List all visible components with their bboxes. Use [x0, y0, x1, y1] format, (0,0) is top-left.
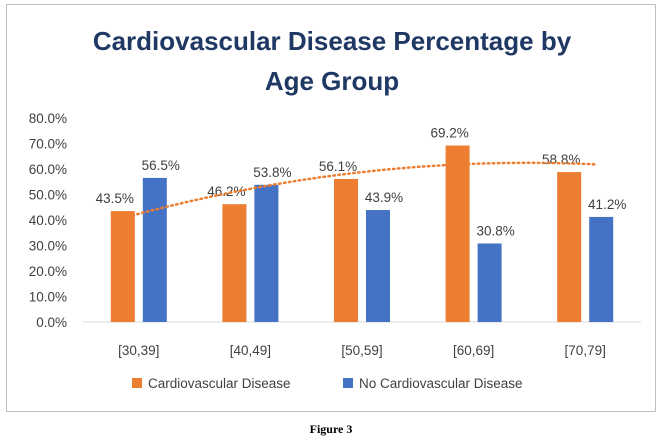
y-tick-label: 70.0% — [29, 137, 67, 152]
x-tick-label: [30,39] — [118, 343, 159, 358]
bar-no-cardiovascular-disease — [589, 216, 614, 322]
bar-no-cardiovascular-disease — [366, 210, 390, 322]
data-label-cardiovascular-disease: 56.1% — [319, 159, 357, 174]
bar-cardiovascular-disease — [334, 178, 358, 322]
x-tick-label: [40,49] — [230, 343, 271, 358]
data-label-cardiovascular-disease: 69.2% — [430, 126, 468, 141]
y-tick-label: 50.0% — [29, 188, 67, 203]
chart-svg: Cardiovascular Disease Percentage by Age … — [29, 26, 641, 391]
bar-no-cardiovascular-disease — [254, 184, 279, 322]
y-tick-label: 20.0% — [29, 264, 67, 279]
bar-cardiovascular-disease — [110, 211, 135, 322]
y-tick-label: 60.0% — [29, 162, 67, 177]
chart-frame: Cardiovascular Disease Percentage by Age … — [6, 4, 656, 412]
bar-cardiovascular-disease — [222, 204, 247, 322]
x-tick-label: [50,59] — [341, 343, 382, 358]
y-tick-label: 80.0% — [29, 111, 67, 126]
y-tick-label: 0.0% — [36, 315, 67, 330]
y-tick-label: 30.0% — [29, 239, 67, 254]
x-tick-label: [60,69] — [453, 343, 494, 358]
data-label-no-cardiovascular-disease: 41.2% — [588, 197, 626, 212]
chart-title-line: Age Group — [265, 66, 399, 96]
trendline-cardiovascular-disease — [121, 161, 597, 220]
bar-cardiovascular-disease — [557, 172, 582, 322]
figure-caption: Figure 3 — [309, 422, 353, 436]
data-label-no-cardiovascular-disease: 30.8% — [476, 223, 514, 238]
data-label-no-cardiovascular-disease: 53.8% — [253, 165, 291, 180]
data-label-cardiovascular-disease: 58.8% — [542, 152, 580, 167]
legend-swatch-cardiovascular-disease — [132, 378, 142, 388]
x-tick-label: [70,79] — [565, 343, 606, 358]
bar-no-cardiovascular-disease — [477, 243, 502, 322]
data-label-cardiovascular-disease: 43.5% — [96, 191, 134, 206]
y-tick-label: 40.0% — [29, 213, 67, 228]
bar-no-cardiovascular-disease — [142, 177, 167, 322]
legend-label-cardiovascular-disease: Cardiovascular Disease — [148, 376, 291, 391]
legend-label-no-cardiovascular-disease: No Cardiovascular Disease — [359, 376, 523, 391]
data-label-no-cardiovascular-disease: 56.5% — [142, 158, 180, 173]
legend-swatch-no-cardiovascular-disease — [343, 378, 353, 388]
data-label-no-cardiovascular-disease: 43.9% — [365, 190, 403, 205]
bar-cardiovascular-disease — [445, 145, 470, 322]
chart-title-line: Cardiovascular Disease Percentage by — [93, 26, 572, 56]
y-tick-label: 10.0% — [29, 290, 67, 305]
